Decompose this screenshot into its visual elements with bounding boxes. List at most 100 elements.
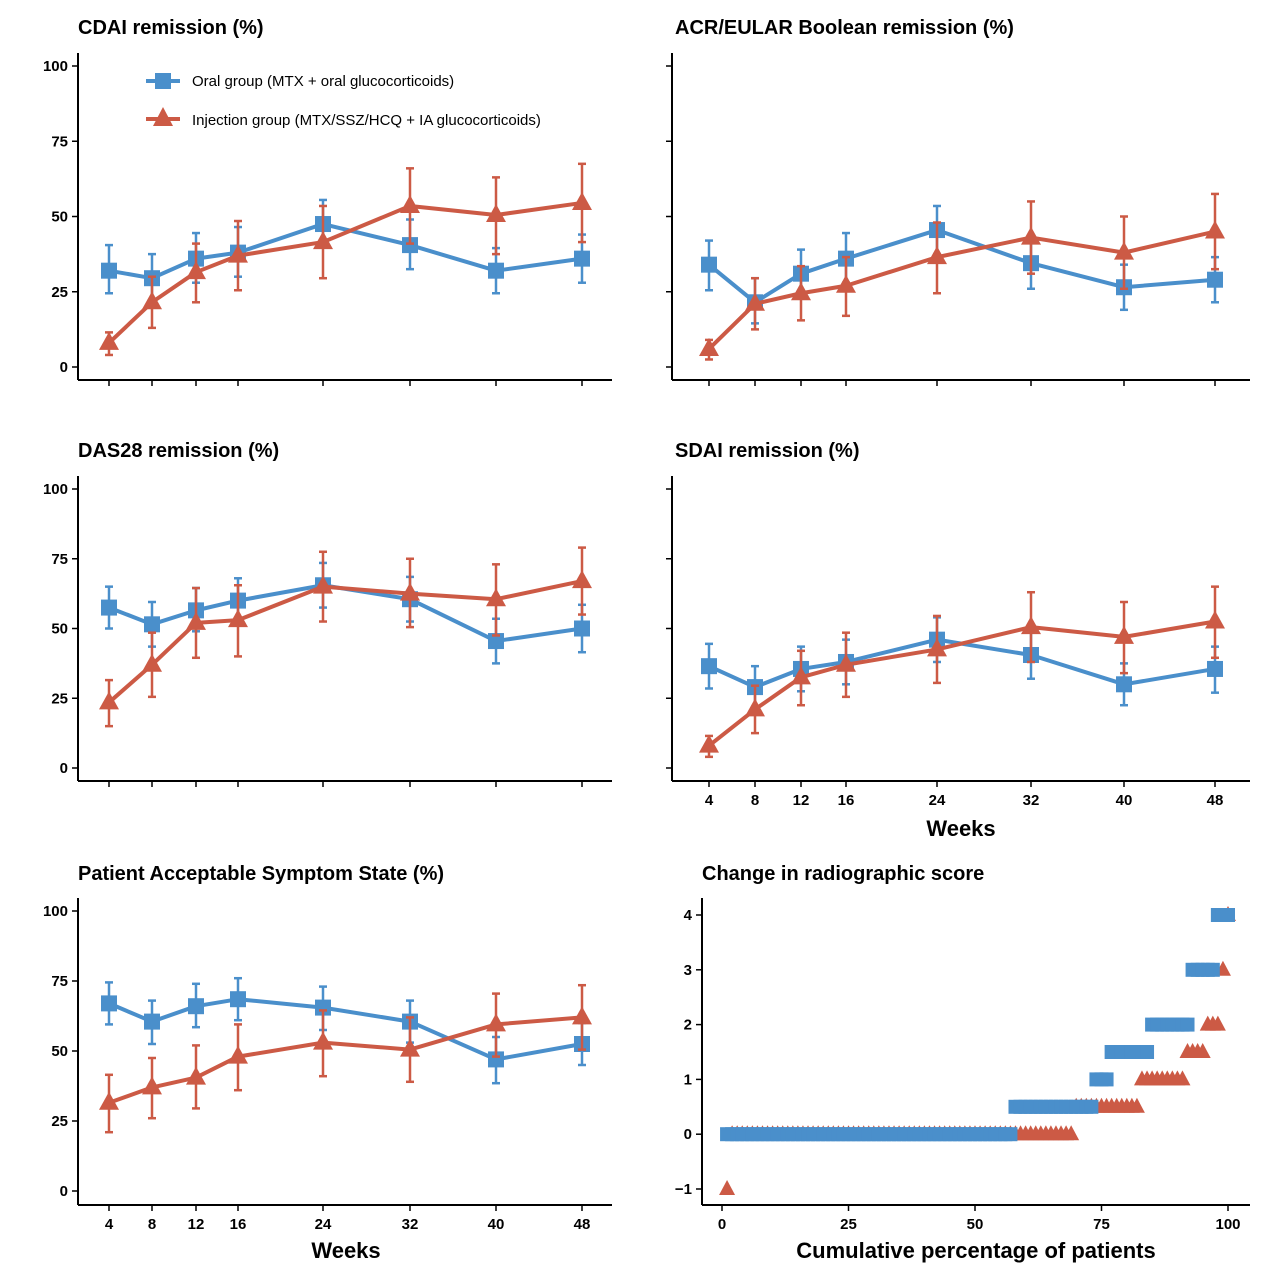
data-point-square xyxy=(1207,271,1223,288)
data-point-square xyxy=(1207,660,1223,677)
series-line xyxy=(108,1015,583,1105)
panel-pass: Patient Acceptable Symptom State (%) 0 25… xyxy=(43,863,612,1263)
data-point-triangle xyxy=(313,1031,333,1050)
data-point-square xyxy=(144,616,160,633)
data-point-triangle xyxy=(99,1091,119,1110)
x-tick-label: 24 xyxy=(315,1216,332,1233)
data-point-triangle xyxy=(99,691,119,710)
x-tick-label: 40 xyxy=(488,1216,505,1233)
data-point-triangle xyxy=(927,638,947,657)
x-tick-label: 16 xyxy=(230,1216,247,1233)
series-line xyxy=(108,997,583,1062)
data-point-triangle xyxy=(572,1006,592,1025)
x-tick-label: 16 xyxy=(838,792,855,809)
data-point-square xyxy=(1180,1017,1195,1032)
y-tick-label: 25 xyxy=(51,284,68,301)
series-line xyxy=(707,229,1216,351)
series-line xyxy=(708,637,1216,690)
panel-title: Patient Acceptable Symptom State (%) xyxy=(78,863,444,885)
plot-area: −1 0 1 2 3 4 0 25 50 75 100 xyxy=(675,898,1250,1233)
x-tick-label: 48 xyxy=(1207,792,1224,809)
series-oral xyxy=(701,616,1223,711)
x-tick-label: 8 xyxy=(751,792,759,809)
data-point-triangle xyxy=(1063,1125,1080,1141)
data-point-triangle xyxy=(1021,226,1041,245)
panel-acr-eular: ACR/EULAR Boolean remission (%) xyxy=(666,17,1250,386)
data-point-triangle xyxy=(186,1066,206,1085)
data-point-square xyxy=(188,998,204,1015)
data-point-triangle xyxy=(572,191,592,210)
data-point-triangle xyxy=(228,244,248,263)
y-tick-label: 100 xyxy=(43,58,68,75)
series-line xyxy=(108,583,583,644)
y-tick-label: 75 xyxy=(51,973,68,990)
x-tick-label: 0 xyxy=(718,1216,726,1233)
legend-injection-triangle-icon xyxy=(153,107,173,126)
data-point-triangle xyxy=(228,609,248,628)
data-point-triangle xyxy=(719,1180,736,1195)
series-oral xyxy=(701,204,1223,325)
data-point-triangle xyxy=(400,582,420,601)
x-tick-label: 4 xyxy=(105,1216,114,1233)
data-point-square xyxy=(101,995,117,1012)
data-point-square xyxy=(1116,676,1132,693)
legend-injection-label: Injection group (MTX/SSZ/HCQ + IA glucoc… xyxy=(192,112,541,129)
panel-title: Change in radiographic score xyxy=(702,863,984,885)
series-injection xyxy=(699,585,1225,759)
panel-title: SDAI remission (%) xyxy=(675,440,859,462)
data-point-triangle xyxy=(400,1038,420,1057)
data-point-triangle xyxy=(313,575,333,594)
y-tick-label: 25 xyxy=(51,690,68,707)
y-tick-label: 100 xyxy=(43,903,68,920)
plot-area: 0 25 50 75 100 xyxy=(43,53,612,386)
x-tick-label: 12 xyxy=(188,1216,205,1233)
x-tick-label: 75 xyxy=(1093,1216,1110,1233)
legend-oral-label: Oral group (MTX + oral glucocorticoids) xyxy=(192,73,454,90)
data-point-triangle xyxy=(400,194,420,213)
data-point-triangle xyxy=(1174,1070,1191,1086)
data-point-triangle xyxy=(836,274,856,293)
series-oral xyxy=(720,908,1235,1142)
data-point-triangle xyxy=(1194,1043,1211,1058)
data-point-triangle xyxy=(1114,625,1134,644)
series-line xyxy=(107,579,583,704)
x-tick-label: 4 xyxy=(705,792,714,809)
y-tick-label: 50 xyxy=(51,621,68,638)
data-point-square xyxy=(1205,962,1220,977)
x-tick-label: 50 xyxy=(967,1216,984,1233)
series-oral xyxy=(101,561,590,665)
data-point-triangle xyxy=(1205,220,1225,239)
y-tick-label: −1 xyxy=(675,1181,692,1198)
data-point-triangle xyxy=(99,331,119,350)
data-point-triangle xyxy=(142,291,162,310)
data-point-square xyxy=(1003,1127,1018,1142)
data-point-square xyxy=(101,262,117,279)
panel-sdai: SDAI remission (%) 4 8 12 16 24 32 40 48 Weeks xyxy=(666,440,1250,841)
data-point-triangle xyxy=(927,246,947,265)
data-point-triangle xyxy=(486,588,506,607)
y-tick-label: 100 xyxy=(43,481,68,498)
data-point-triangle xyxy=(186,611,206,630)
y-tick-label: 25 xyxy=(51,1113,68,1130)
data-point-square xyxy=(402,237,418,254)
data-point-triangle xyxy=(1114,241,1134,260)
data-point-square xyxy=(1099,1072,1114,1087)
series-injection xyxy=(99,983,592,1134)
data-point-triangle xyxy=(699,337,719,356)
data-point-triangle xyxy=(699,734,719,753)
y-tick-label: 50 xyxy=(51,1043,68,1060)
x-tick-label: 48 xyxy=(574,1216,591,1233)
data-point-square xyxy=(488,633,504,650)
data-point-triangle xyxy=(228,1045,248,1064)
data-point-triangle xyxy=(1205,610,1225,629)
series-injection xyxy=(99,546,592,728)
y-tick-label: 0 xyxy=(60,359,68,376)
data-point-triangle xyxy=(572,570,592,589)
data-point-triangle xyxy=(486,203,506,222)
legend: Oral group (MTX + oral glucocorticoids) … xyxy=(146,73,541,129)
plot-area: 4 8 12 16 24 32 40 48 xyxy=(666,476,1250,809)
series-oral xyxy=(101,976,590,1085)
y-tick-label: 4 xyxy=(684,907,693,924)
